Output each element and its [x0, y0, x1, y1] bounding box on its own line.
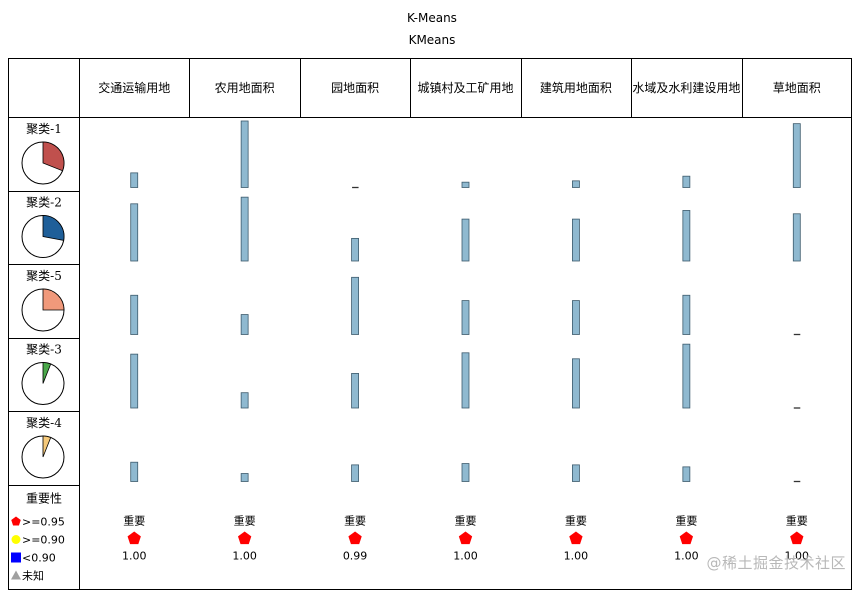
feature-bar [572, 180, 580, 188]
chart-subtitle: KMeans [408, 33, 456, 47]
feature-bar [461, 352, 470, 409]
category-header: 农用地面积 [215, 81, 275, 95]
feature-bar [130, 353, 139, 409]
cluster-label: 聚类-3 [26, 343, 62, 357]
category-header: 交通运输用地 [98, 80, 170, 95]
feature-bar [461, 463, 470, 482]
feature-bar [351, 373, 359, 409]
cluster-label: 聚类-4 [26, 416, 62, 430]
legend-marker [11, 516, 21, 526]
feature-bar [130, 461, 139, 482]
feature-bar [130, 172, 139, 188]
category-header: 城镇村及工矿用地 [417, 81, 513, 95]
feature-bar [572, 464, 580, 482]
legend-item-label: <0.90 [22, 552, 56, 565]
feature-bar [240, 314, 249, 335]
cluster-label: 聚类-5 [26, 269, 62, 283]
importance-label: 重要 [786, 514, 808, 528]
legend-item-label: >=0.90 [22, 534, 65, 547]
feature-bar [461, 181, 470, 188]
category-header: 建筑用地面积 [540, 80, 612, 95]
importance-marker [679, 531, 694, 545]
importance-label: 重要 [123, 514, 145, 528]
chart-title: K-Means [407, 11, 457, 25]
importance-value: 1.00 [232, 550, 257, 563]
legend-item-label: >=0.95 [22, 516, 65, 529]
importance-marker [790, 531, 804, 545]
feature-bar [792, 213, 801, 262]
feature-bar [572, 300, 580, 335]
importance-label: 重要 [234, 514, 256, 528]
importance-marker [458, 531, 473, 545]
cluster-label: 聚类-2 [26, 196, 62, 210]
feature-bar [240, 120, 249, 188]
feature-bar [240, 392, 249, 409]
legend-title: 重要性 [26, 492, 62, 506]
chart-border [8, 58, 852, 590]
feature-bar [130, 294, 139, 335]
cluster-label: 聚类-1 [26, 122, 62, 136]
feature-bar [572, 358, 580, 409]
watermark-text: @稀土掘金技术社区 [706, 554, 846, 572]
cluster-pie-slice [42, 362, 52, 384]
importance-value: 1.00 [674, 550, 699, 563]
importance-value: 1.00 [122, 550, 147, 563]
importance-marker [237, 531, 252, 545]
importance-value: 1.00 [564, 550, 589, 563]
importance-label: 重要 [455, 514, 477, 528]
importance-value: 1.00 [453, 550, 478, 563]
importance-value: 0.99 [343, 550, 368, 563]
feature-bar [682, 466, 691, 482]
importance-value: 1.00 [785, 550, 810, 563]
feature-bar [461, 218, 470, 262]
feature-bar [240, 196, 249, 262]
legend-marker [11, 570, 21, 580]
feature-bar [130, 203, 139, 262]
cluster-pie-slice [42, 215, 65, 241]
feature-bar [351, 237, 359, 262]
cluster-pie-slice [42, 141, 65, 172]
cluster-pie-slice [42, 435, 52, 458]
feature-bar [351, 464, 359, 482]
importance-label: 重要 [675, 514, 697, 528]
legend-marker [11, 535, 21, 544]
importance-marker [127, 531, 141, 545]
feature-bar [682, 294, 691, 335]
feature-bar [572, 218, 580, 262]
category-header: 园地面积 [331, 81, 379, 95]
feature-bar [792, 123, 801, 188]
category-header: 草地面积 [773, 81, 821, 95]
importance-label: 重要 [344, 514, 366, 528]
importance-marker [348, 531, 362, 545]
category-header: 水域及水利建设用地 [632, 81, 740, 95]
feature-bar [351, 276, 359, 335]
feature-bar [461, 300, 470, 335]
cluster-pie-slice [42, 288, 65, 311]
feature-bar [682, 210, 691, 262]
feature-bar [682, 343, 691, 409]
feature-bar [240, 473, 249, 482]
feature-bar [682, 175, 691, 188]
legend-marker [11, 552, 21, 563]
importance-marker [569, 531, 583, 545]
legend-item-label: 未知 [22, 569, 44, 583]
importance-label: 重要 [565, 514, 587, 528]
